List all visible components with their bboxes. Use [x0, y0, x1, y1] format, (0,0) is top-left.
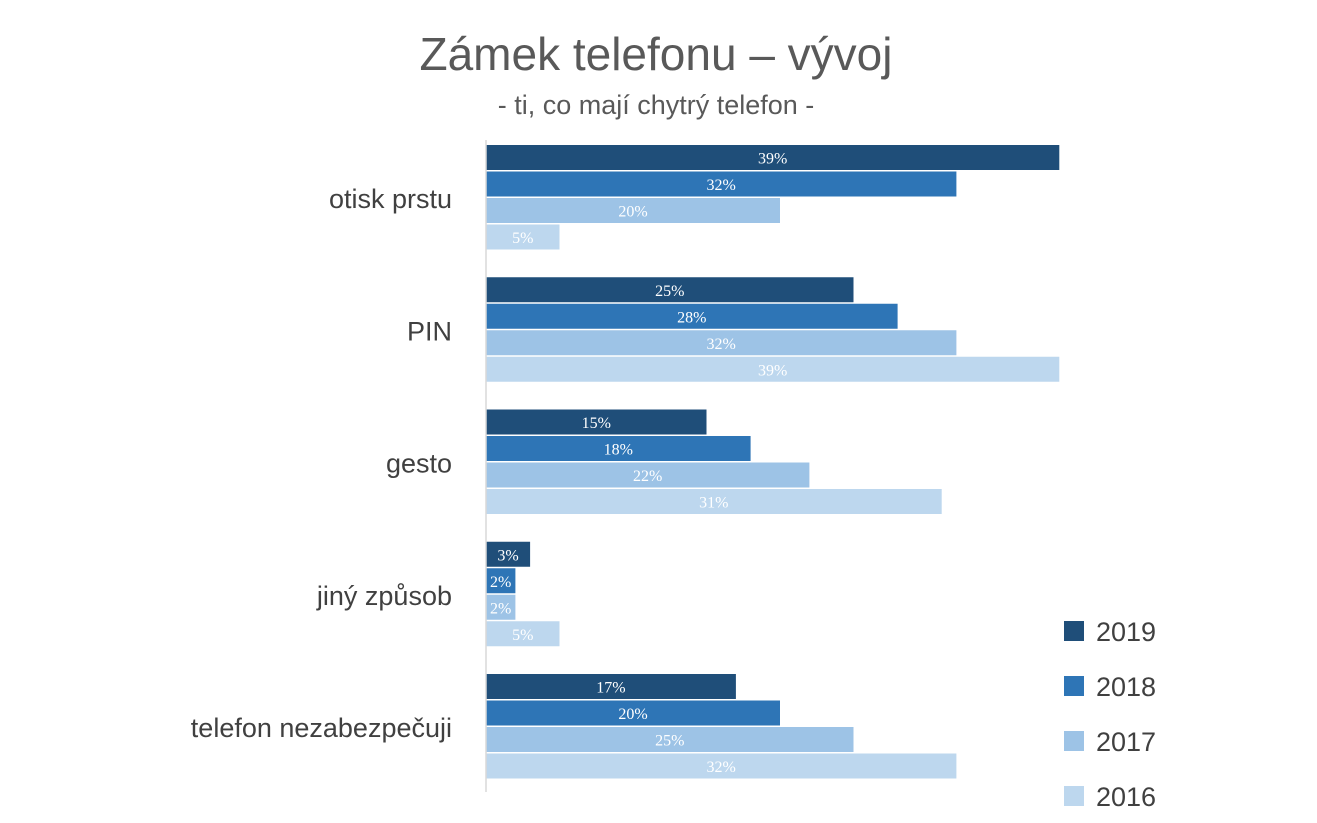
legend-swatch-2016: [1064, 786, 1084, 806]
legend-label-2016: 2016: [1096, 782, 1156, 812]
bar-label-telefon-nezabezpecuji-2017: 25%: [655, 733, 684, 750]
bar-label-pin-2016: 39%: [758, 362, 787, 379]
bar-label-jiny-zpusob-2017: 2%: [490, 600, 511, 617]
category-label-gesto: gesto: [386, 449, 452, 479]
bar-jiny-zpusob-2016: [486, 621, 560, 647]
bar-telefon-nezabezpecuji-2016: [486, 753, 957, 779]
bar-telefon-nezabezpecuji-2019: [486, 674, 736, 699]
bar-jiny-zpusob-2018: [486, 568, 516, 594]
bar-label-otisk-prstu-2016: 5%: [512, 230, 533, 247]
bar-otisk-prstu-2016: [486, 224, 560, 250]
bar-pin-2018: [486, 303, 898, 329]
category-labels: otisk prstu PIN gesto jiný způsob telefon ne…: [191, 184, 452, 743]
bar-otisk-prstu-2018: [486, 171, 957, 197]
bar-pin-2016: [486, 356, 1060, 382]
category-label-telefon-nezabezpecuji: telefon nezabezpečuji: [191, 713, 452, 743]
bar-label-telefon-nezabezpecuji-2018: 20%: [618, 706, 647, 723]
bar-label-gesto-2016: 31%: [699, 495, 728, 512]
bar-gesto-2019: [486, 409, 707, 435]
bar-pin-2019: [486, 277, 854, 303]
bar-jiny-zpusob-2019: [486, 541, 531, 567]
bar-label-pin-2017: 32%: [707, 336, 736, 353]
bar-otisk-prstu-2019: [486, 145, 1060, 170]
bar-label-otisk-prstu-2017: 20%: [618, 204, 647, 221]
legend-label-2019: 2019: [1096, 617, 1156, 647]
legend: 2019 2018 2017 2016: [1064, 617, 1156, 812]
bar-label-jiny-zpusob-2018: 2%: [490, 574, 511, 591]
bar-label-otisk-prstu-2018: 32%: [707, 177, 736, 194]
legend-swatch-2017: [1064, 731, 1084, 751]
legend-swatch-2018: [1064, 676, 1084, 696]
bar-label-pin-2019: 25%: [655, 283, 684, 300]
bar-telefon-nezabezpecuji-2018: [486, 700, 780, 726]
bar-gesto-2018: [486, 436, 751, 461]
bars-group: 39%32%20%5%25%28%32%39%15%18%22%31%3%2%2…: [486, 145, 1060, 779]
chart-title: Zámek telefonu – vývoj: [419, 28, 892, 80]
bar-label-gesto-2017: 22%: [633, 468, 662, 485]
chart-subtitle: - ti, co mají chytrý telefon -: [498, 90, 815, 120]
category-label-otisk-prstu: otisk prstu: [329, 184, 452, 214]
bar-label-jiny-zpusob-2019: 3%: [497, 547, 518, 564]
bar-pin-2017: [486, 330, 957, 356]
bar-label-pin-2018: 28%: [677, 309, 706, 326]
bar-label-telefon-nezabezpecuji-2016: 32%: [707, 759, 736, 776]
bar-otisk-prstu-2017: [486, 198, 780, 223]
legend-label-2018: 2018: [1096, 672, 1156, 702]
legend-swatch-2019: [1064, 621, 1084, 641]
category-label-jiny-zpusob: jiný způsob: [316, 581, 452, 611]
bar-jiny-zpusob-2017: [486, 594, 516, 620]
bar-label-otisk-prstu-2019: 39%: [758, 151, 787, 168]
category-label-pin: PIN: [407, 316, 452, 346]
legend-label-2017: 2017: [1096, 727, 1156, 757]
bar-label-telefon-nezabezpecuji-2019: 17%: [596, 680, 625, 697]
bar-gesto-2016: [486, 489, 942, 514]
bar-label-gesto-2019: 15%: [582, 415, 611, 432]
bar-telefon-nezabezpecuji-2017: [486, 727, 854, 752]
bar-label-jiny-zpusob-2016: 5%: [512, 627, 533, 644]
bar-label-gesto-2018: 18%: [604, 442, 633, 459]
bar-gesto-2017: [486, 462, 810, 488]
